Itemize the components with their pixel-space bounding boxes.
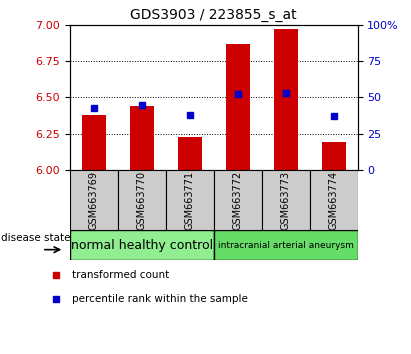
Bar — [262, 170, 309, 230]
Bar — [214, 170, 262, 230]
Bar — [130, 106, 154, 170]
Bar — [166, 170, 214, 230]
Text: normal healthy control: normal healthy control — [71, 239, 213, 252]
Text: GSM663770: GSM663770 — [137, 170, 147, 230]
Bar — [322, 142, 346, 170]
Bar — [214, 230, 358, 260]
Bar — [274, 29, 298, 170]
Text: intracranial arterial aneurysm: intracranial arterial aneurysm — [218, 241, 353, 250]
Bar — [70, 230, 214, 260]
Title: GDS3903 / 223855_s_at: GDS3903 / 223855_s_at — [130, 8, 297, 22]
Bar — [118, 170, 166, 230]
Text: percentile rank within the sample: percentile rank within the sample — [72, 294, 248, 304]
Bar — [70, 170, 118, 230]
Bar — [82, 115, 106, 170]
Bar — [226, 44, 250, 170]
Text: GSM663772: GSM663772 — [233, 170, 242, 230]
Bar — [309, 170, 358, 230]
Text: disease state: disease state — [1, 233, 71, 242]
Text: GSM663774: GSM663774 — [329, 170, 339, 230]
Text: GSM663773: GSM663773 — [281, 170, 291, 230]
Text: GSM663771: GSM663771 — [185, 170, 195, 230]
Text: GSM663769: GSM663769 — [89, 171, 99, 229]
Text: transformed count: transformed count — [72, 270, 170, 280]
Bar — [178, 137, 202, 170]
